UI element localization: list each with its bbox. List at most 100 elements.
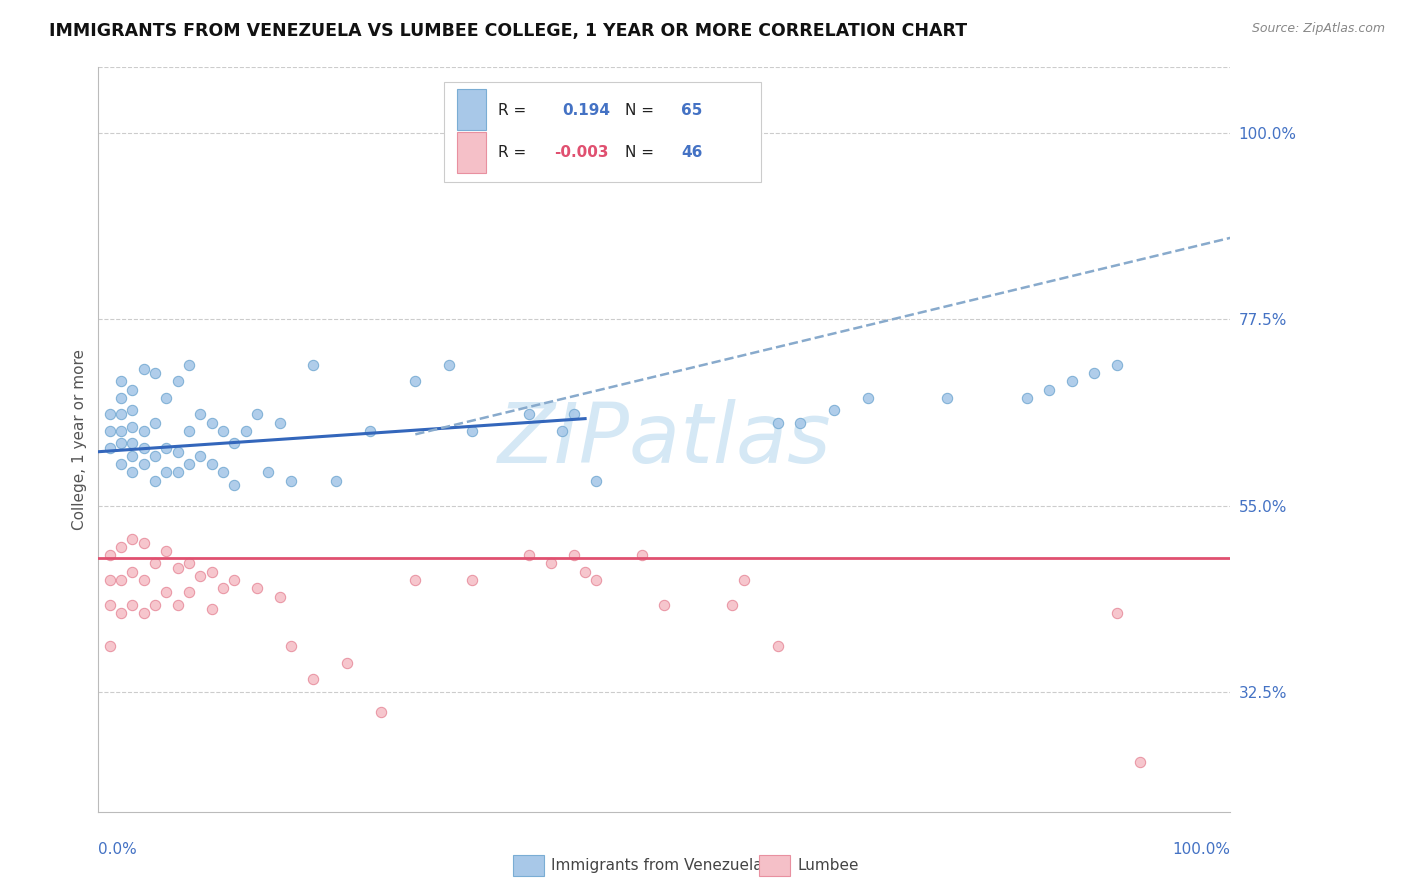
Text: R =: R =	[498, 145, 526, 160]
Point	[325, 474, 347, 488]
Point	[1129, 755, 1152, 769]
Text: IMMIGRANTS FROM VENEZUELA VS LUMBEE COLLEGE, 1 YEAR OR MORE CORRELATION CHART: IMMIGRANTS FROM VENEZUELA VS LUMBEE COLL…	[49, 22, 967, 40]
Point	[155, 544, 177, 558]
Point	[110, 606, 132, 620]
Point	[562, 408, 585, 422]
Point	[224, 478, 246, 492]
Text: 0.0%: 0.0%	[98, 841, 138, 856]
Point	[302, 358, 325, 372]
Point	[280, 474, 302, 488]
Point	[1060, 375, 1083, 389]
Point	[166, 375, 188, 389]
Point	[188, 449, 211, 463]
Point	[269, 590, 291, 604]
Point	[132, 362, 155, 376]
Point	[110, 436, 132, 450]
Point	[517, 548, 540, 562]
Point	[155, 391, 177, 405]
Point	[269, 416, 291, 430]
Point	[177, 585, 200, 599]
Point	[98, 424, 121, 438]
Point	[121, 403, 143, 417]
Point	[132, 573, 155, 587]
Point	[789, 416, 811, 430]
Point	[155, 585, 177, 599]
Point	[404, 573, 426, 587]
Point	[166, 444, 188, 458]
Point	[370, 706, 392, 720]
Point	[110, 375, 132, 389]
Point	[936, 391, 959, 405]
Point	[110, 573, 132, 587]
Point	[110, 424, 132, 438]
Point	[155, 441, 177, 455]
Point	[143, 598, 166, 612]
Point	[188, 569, 211, 583]
Point	[257, 466, 280, 480]
Point	[336, 656, 359, 670]
Point	[110, 408, 132, 422]
Point	[188, 408, 211, 422]
Point	[155, 466, 177, 480]
Point	[461, 573, 484, 587]
Point	[132, 535, 155, 549]
Point	[1015, 391, 1038, 405]
Point	[110, 540, 132, 554]
Point	[166, 598, 188, 612]
Point	[766, 639, 789, 653]
Point	[461, 424, 484, 438]
Point	[98, 573, 121, 587]
Point	[121, 449, 143, 463]
Point	[212, 466, 235, 480]
Point	[224, 436, 246, 450]
Point	[246, 408, 269, 422]
Point	[551, 424, 574, 438]
Point	[585, 474, 607, 488]
Point	[143, 449, 166, 463]
Point	[721, 598, 744, 612]
Point	[132, 424, 155, 438]
Point	[1083, 366, 1105, 380]
Point	[177, 557, 200, 571]
Point	[404, 375, 426, 389]
Point	[302, 673, 325, 687]
Point	[98, 598, 121, 612]
Text: 0.194: 0.194	[562, 103, 610, 118]
Bar	[457, 89, 485, 130]
Text: Immigrants from Venezuela: Immigrants from Venezuela	[551, 858, 763, 872]
Point	[166, 466, 188, 480]
Point	[132, 457, 155, 471]
Point	[856, 391, 879, 405]
Point	[517, 408, 540, 422]
Text: R =: R =	[498, 103, 526, 118]
Point	[143, 366, 166, 380]
Point	[733, 573, 755, 587]
Point	[98, 548, 121, 562]
Point	[1038, 383, 1060, 397]
Point	[823, 403, 845, 417]
Point	[246, 582, 269, 596]
FancyBboxPatch shape	[444, 82, 761, 182]
Text: 65: 65	[682, 103, 703, 118]
Point	[540, 557, 562, 571]
Point	[585, 573, 607, 587]
Text: 46: 46	[682, 145, 703, 160]
Point	[143, 474, 166, 488]
Point	[359, 424, 381, 438]
Text: N =: N =	[624, 145, 654, 160]
Point	[212, 424, 235, 438]
Text: 100.0%: 100.0%	[1173, 841, 1230, 856]
Point	[166, 560, 188, 574]
Point	[121, 466, 143, 480]
Point	[121, 532, 143, 546]
Point	[201, 602, 224, 616]
Point	[132, 441, 155, 455]
Point	[630, 548, 652, 562]
Point	[98, 441, 121, 455]
Point	[1107, 358, 1129, 372]
Text: N =: N =	[624, 103, 654, 118]
Point	[110, 457, 132, 471]
Point	[177, 358, 200, 372]
Point	[177, 457, 200, 471]
Text: Source: ZipAtlas.com: Source: ZipAtlas.com	[1251, 22, 1385, 36]
